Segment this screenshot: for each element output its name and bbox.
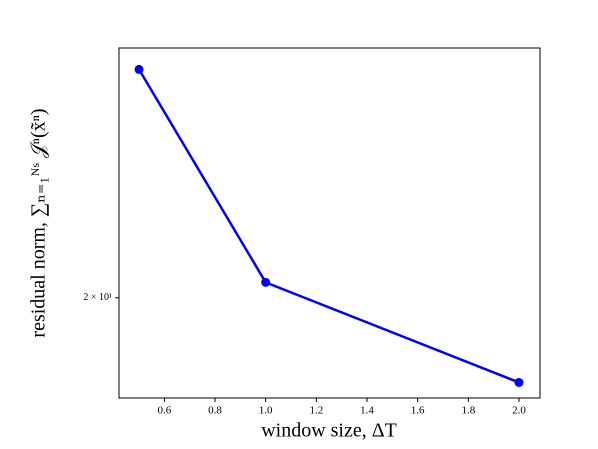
plot-frame: [118, 47, 541, 399]
x-tick-label: 1.2: [309, 405, 323, 417]
data-point: [261, 277, 271, 287]
data-point: [514, 377, 524, 387]
data-point: [134, 64, 144, 74]
x-axis-label: window size, ΔT: [261, 420, 397, 442]
y-tick-label: 2 × 10¹: [83, 292, 112, 303]
x-tick-label: 0.8: [208, 405, 222, 417]
data-line: [137, 68, 520, 384]
y-axis-label: residual norm, ∑ₙ₌₁ᴺˢ 𝒥ⁿ(x̃ⁿ): [28, 108, 50, 337]
x-tick-label: 1.6: [411, 405, 425, 417]
x-tick-label: 1.4: [360, 405, 374, 417]
x-tick-label: 1.8: [461, 405, 475, 417]
x-tick-label: 1.0: [259, 405, 273, 417]
x-tick-label: 2.0: [512, 405, 526, 417]
x-tick-label: 0.6: [157, 405, 171, 417]
